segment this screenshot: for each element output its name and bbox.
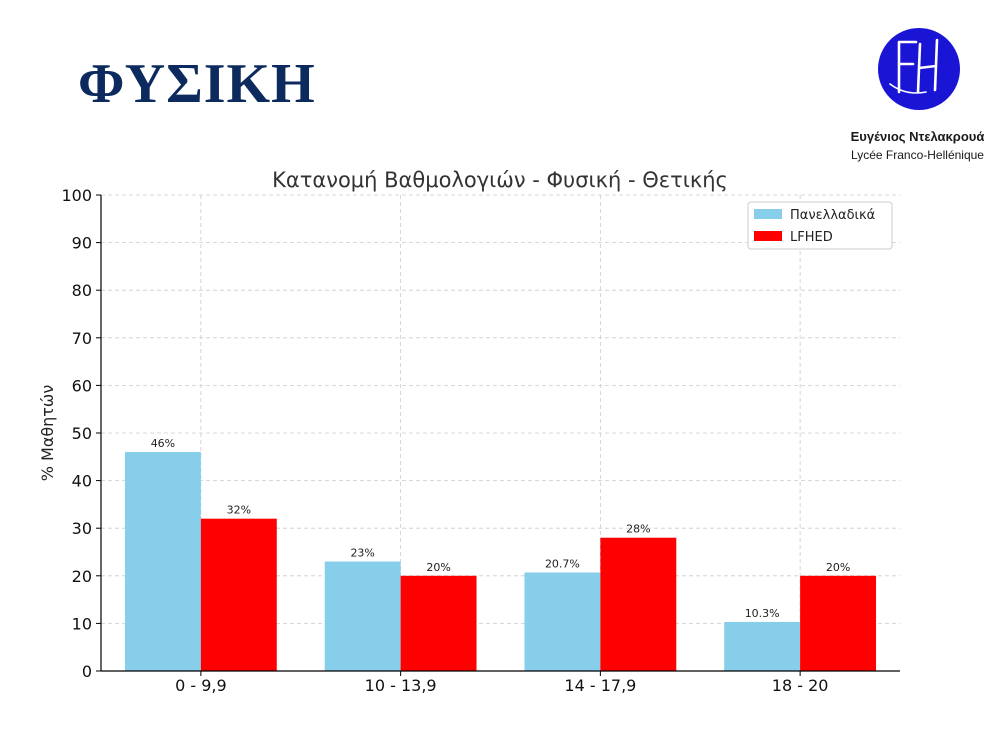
y-tick-label: 60	[72, 376, 92, 395]
y-tick-label: 70	[72, 329, 92, 348]
bar-panelladika	[524, 572, 601, 671]
x-tick-label: 0 - 9,9	[175, 676, 227, 695]
bar-value-label: 20.7%	[545, 557, 580, 570]
y-tick-label: 20	[72, 567, 92, 586]
bar-value-label: 32%	[227, 504, 251, 517]
y-tick-label: 0	[82, 662, 92, 681]
x-tick-label: 18 - 20	[772, 676, 829, 695]
bar-lfhed	[400, 575, 477, 671]
bars-group: 46% 23% 20.7% 10.3% 32% 20% 28% 20%	[124, 437, 877, 671]
x-tick-label: 10 - 13,9	[365, 676, 437, 695]
logo-school-subtitle: Lycée Franco-Hellénique	[851, 148, 984, 162]
y-tick-label: 10	[72, 614, 92, 633]
y-tick-label: 100	[61, 186, 92, 205]
y-tick-label: 30	[72, 519, 92, 538]
bar-value-label: 10.3%	[745, 607, 780, 620]
bar-lfhed	[800, 575, 877, 671]
bar-value-label: 46%	[151, 437, 175, 450]
bar-panelladika	[724, 621, 801, 671]
grid-lines	[101, 194, 900, 671]
chart-title: Κατανομή Βαθμολογιών - Φυσική - Θετικής	[272, 168, 728, 192]
bar-lfhed	[600, 537, 677, 671]
y-axis-label: % Μαθητών	[38, 385, 57, 482]
y-tick-label: 50	[72, 424, 92, 443]
x-tick-label: 14 - 17,9	[564, 676, 636, 695]
y-tick-label: 90	[72, 234, 92, 253]
legend: Πανελλαδικά LFHED	[747, 201, 893, 250]
y-tick-label: 40	[72, 472, 92, 491]
legend-box	[747, 201, 893, 250]
page-title: ΦΥΣΙΚΗ	[78, 53, 316, 115]
bar-value-label: 20%	[426, 561, 450, 574]
bar-lfhed	[200, 518, 277, 671]
legend-label: LFHED	[790, 230, 833, 245]
bar-value-label: 23%	[350, 547, 374, 560]
bar-panelladika	[324, 561, 401, 671]
bar-value-label: 28%	[626, 523, 650, 536]
legend-swatch	[754, 209, 782, 219]
bar-panelladika	[124, 452, 201, 671]
axes: 0 10 20 30 40 50 60 70 80 90 100 0 - 9,9 10 - 13,9 14…	[61, 186, 900, 695]
fh-logo-icon	[878, 28, 960, 110]
bar-value-label: 20%	[826, 561, 850, 574]
legend-label: Πανελλαδικά	[790, 208, 875, 223]
logo-school-name: Ευγένιος Ντελακρουά	[850, 129, 985, 144]
legend-swatch	[754, 231, 782, 241]
y-tick-label: 80	[72, 281, 92, 300]
